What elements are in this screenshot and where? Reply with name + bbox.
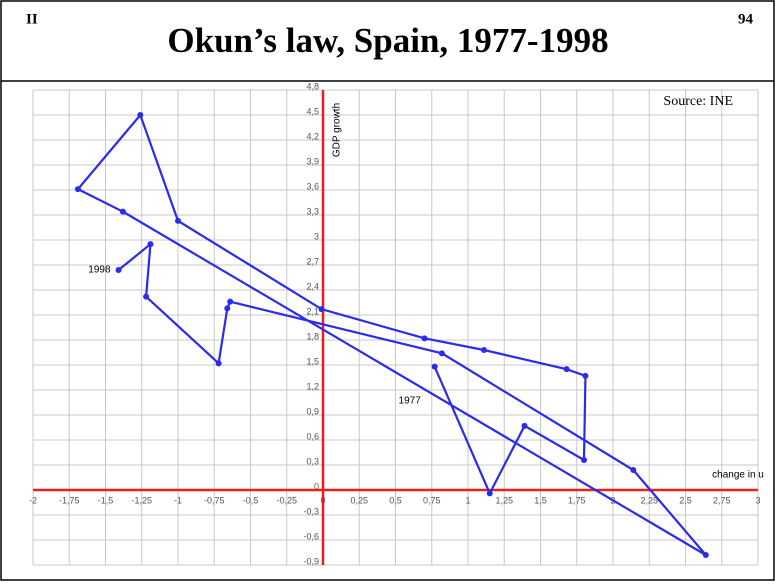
- y-tick-label: -0,6: [303, 531, 319, 541]
- x-tick-label: -0,25: [276, 495, 297, 505]
- y-tick-label: 3,6: [306, 181, 319, 191]
- last-year-label: 1998: [88, 265, 111, 276]
- data-point: [431, 363, 438, 370]
- data-point: [486, 490, 493, 497]
- x-tick-label: 0,5: [389, 495, 402, 505]
- x-tick-label: 2,25: [640, 495, 658, 505]
- data-point: [563, 366, 570, 373]
- data-point: [227, 298, 234, 305]
- data-point: [318, 306, 325, 313]
- data-point: [630, 467, 637, 473]
- x-tick-label: 2,5: [679, 495, 692, 505]
- x-tick-label: 1,75: [568, 495, 586, 505]
- data-point: [480, 347, 487, 353]
- y-tick-label: 0,9: [306, 406, 319, 416]
- data-point: [438, 350, 445, 357]
- y-tick-label: 3: [314, 231, 319, 241]
- y-tick-label: 4,2: [306, 131, 319, 141]
- section: II: [26, 11, 38, 27]
- y-tick-label: 4,5: [306, 106, 319, 116]
- y-tick-label: 1,5: [306, 356, 319, 366]
- y-tick-label: 2,7: [306, 256, 319, 266]
- chart-title: Okun’s law, Spain, 1977-1998: [167, 21, 608, 60]
- data-point: [215, 360, 222, 367]
- data-point: [581, 457, 587, 463]
- y-tick-label: 1,8: [306, 331, 319, 341]
- x-tick-label: -0,5: [243, 495, 259, 505]
- x-tick-label: 1,5: [534, 495, 547, 505]
- data-point: [224, 305, 231, 312]
- x-tick-label: -1,75: [59, 495, 80, 505]
- x-tick-label: 3: [755, 495, 760, 505]
- data-point: [115, 267, 122, 273]
- y-tick-label: 0: [314, 481, 319, 491]
- x-tick-label: 0,75: [423, 495, 441, 505]
- y-tick-label: -0,9: [303, 556, 319, 566]
- data-point: [119, 208, 126, 215]
- data-point: [702, 552, 709, 558]
- data-point: [175, 217, 181, 224]
- data-point: [143, 293, 150, 300]
- y-tick-label: 4,8: [306, 81, 319, 91]
- x-tick-label: 1,25: [495, 495, 513, 505]
- data-point: [147, 241, 154, 248]
- x-tick-label: -1,25: [131, 495, 152, 505]
- y-tick-label: 3,3: [306, 206, 319, 216]
- y-tick-label: 2,4: [306, 281, 319, 291]
- x-tick-label: -0,75: [204, 495, 225, 505]
- y-tick-label: -0,3: [303, 506, 319, 516]
- source-note: Source: INE: [663, 94, 733, 109]
- data-point: [137, 112, 144, 118]
- page-number: 94: [738, 11, 754, 27]
- data-point: [582, 372, 589, 379]
- first-year-label: 1977: [399, 395, 422, 406]
- y-tick-label: 0,3: [306, 456, 319, 466]
- y-axis-label: GDP growth: [332, 103, 343, 157]
- data-point: [521, 422, 528, 429]
- y-tick-label: 1,2: [306, 381, 319, 391]
- x-axis-label: change in u: [712, 470, 764, 481]
- x-tick-label: 2,75: [713, 495, 731, 505]
- y-tick-label: 0,6: [306, 431, 319, 441]
- y-tick-label: 2,1: [306, 306, 319, 316]
- x-tick-label: -1: [174, 495, 182, 505]
- x-tick-label: -2: [29, 495, 37, 505]
- x-tick-label: 1: [465, 495, 470, 505]
- data-line: [76, 112, 707, 556]
- data-point: [421, 335, 428, 342]
- y-tick-label: 3,9: [306, 156, 319, 166]
- x-tick-label: 0,25: [350, 495, 368, 505]
- x-tick-label: -1,5: [98, 495, 114, 505]
- data-point: [74, 186, 81, 193]
